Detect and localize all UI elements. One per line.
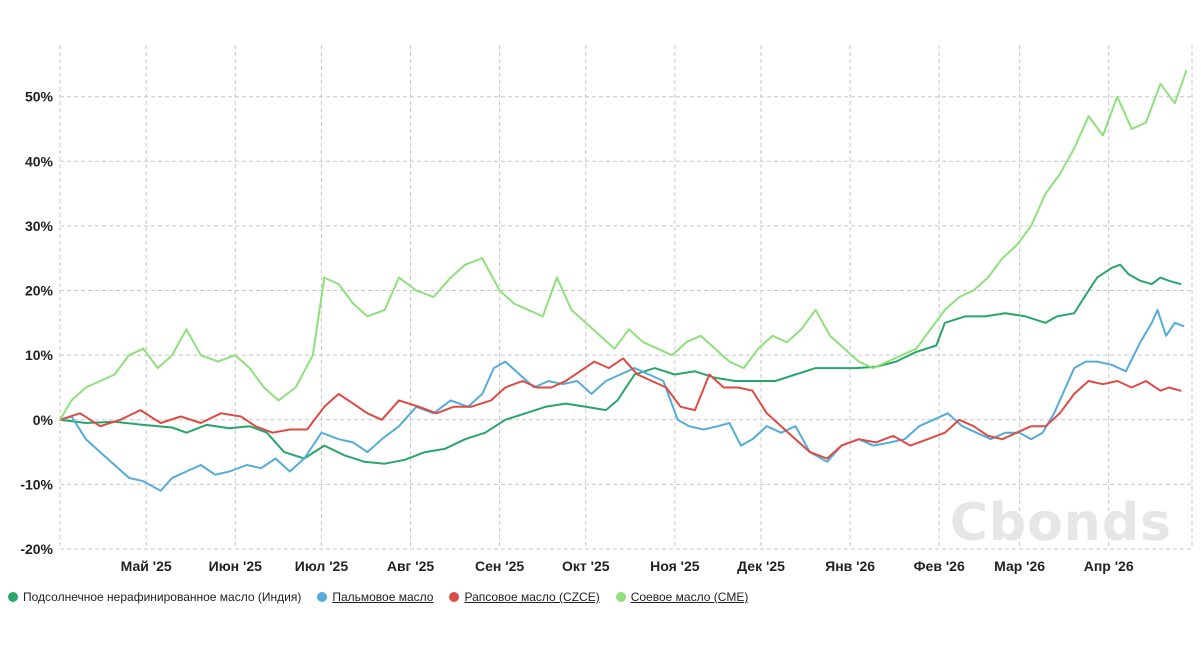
y-tick-label: 20% xyxy=(25,283,54,299)
legend-item-1[interactable]: Подсолнечное нерафинированное масло (Инд… xyxy=(8,590,301,604)
legend-label[interactable]: Рапсовое масло (CZCE) xyxy=(464,590,600,604)
x-tick-label: Фев '26 xyxy=(914,558,965,574)
series-line-3 xyxy=(59,357,1182,460)
y-tick-label: 0% xyxy=(33,412,54,428)
legend-item-2[interactable]: Пальмовое масло xyxy=(317,590,433,604)
legend-label: Подсолнечное нерафинированное масло (Инд… xyxy=(23,590,302,604)
x-tick-label: Янв '26 xyxy=(825,558,875,574)
legend-dot-icon xyxy=(317,592,328,602)
x-tick-label: Авг '25 xyxy=(387,558,435,574)
y-tick-label: 50% xyxy=(25,89,54,105)
y-tick-label: -20% xyxy=(20,541,53,557)
x-tick-label: Май '25 xyxy=(121,558,172,574)
x-tick-label: Ноя '25 xyxy=(650,558,700,574)
x-tick-label: Апр '26 xyxy=(1084,558,1134,574)
legend-label[interactable]: Пальмовое масло xyxy=(332,590,434,604)
line-chart: Cbonds -20% -10% 0% 10% 20% 30% 40% 50% Май '25… xyxy=(20,45,1193,574)
legend-item-4[interactable]: Соевое масло (CME) xyxy=(615,590,749,604)
y-tick-label: -10% xyxy=(20,476,53,492)
series-lines xyxy=(59,69,1188,492)
legend-label[interactable]: Соевое масло (CME) xyxy=(630,590,749,604)
legend-dot-icon xyxy=(8,592,18,602)
cbonds-watermark: Cbonds xyxy=(950,493,1172,553)
x-tick-label: Июл '25 xyxy=(295,558,349,574)
legend-dot-icon xyxy=(615,592,626,602)
y-tick-label: 30% xyxy=(25,218,54,234)
series-line-4 xyxy=(59,69,1188,421)
series-line-1 xyxy=(59,263,1182,465)
grid xyxy=(59,45,1193,550)
legend: Подсолнечное нерафинированное масло (Инд… xyxy=(8,590,764,604)
x-tick-label: Сен '25 xyxy=(475,558,524,574)
series-line-2 xyxy=(59,308,1185,492)
x-tick-label: Окт '25 xyxy=(562,558,610,574)
x-axis: Май '25 Июн '25 Июл '25 Авг '25 Сен '25 Окт '… xyxy=(121,558,1134,574)
x-tick-label: Дек '25 xyxy=(737,558,785,574)
y-tick-label: 40% xyxy=(25,153,54,169)
x-tick-label: Мар '26 xyxy=(994,558,1045,574)
y-axis: -20% -10% 0% 10% 20% 30% 40% 50% xyxy=(20,89,53,557)
legend-item-3[interactable]: Рапсовое масло (CZCE) xyxy=(449,590,600,604)
x-tick-label: Июн '25 xyxy=(209,558,262,574)
legend-dot-icon xyxy=(449,592,460,602)
y-tick-label: 10% xyxy=(25,347,54,363)
